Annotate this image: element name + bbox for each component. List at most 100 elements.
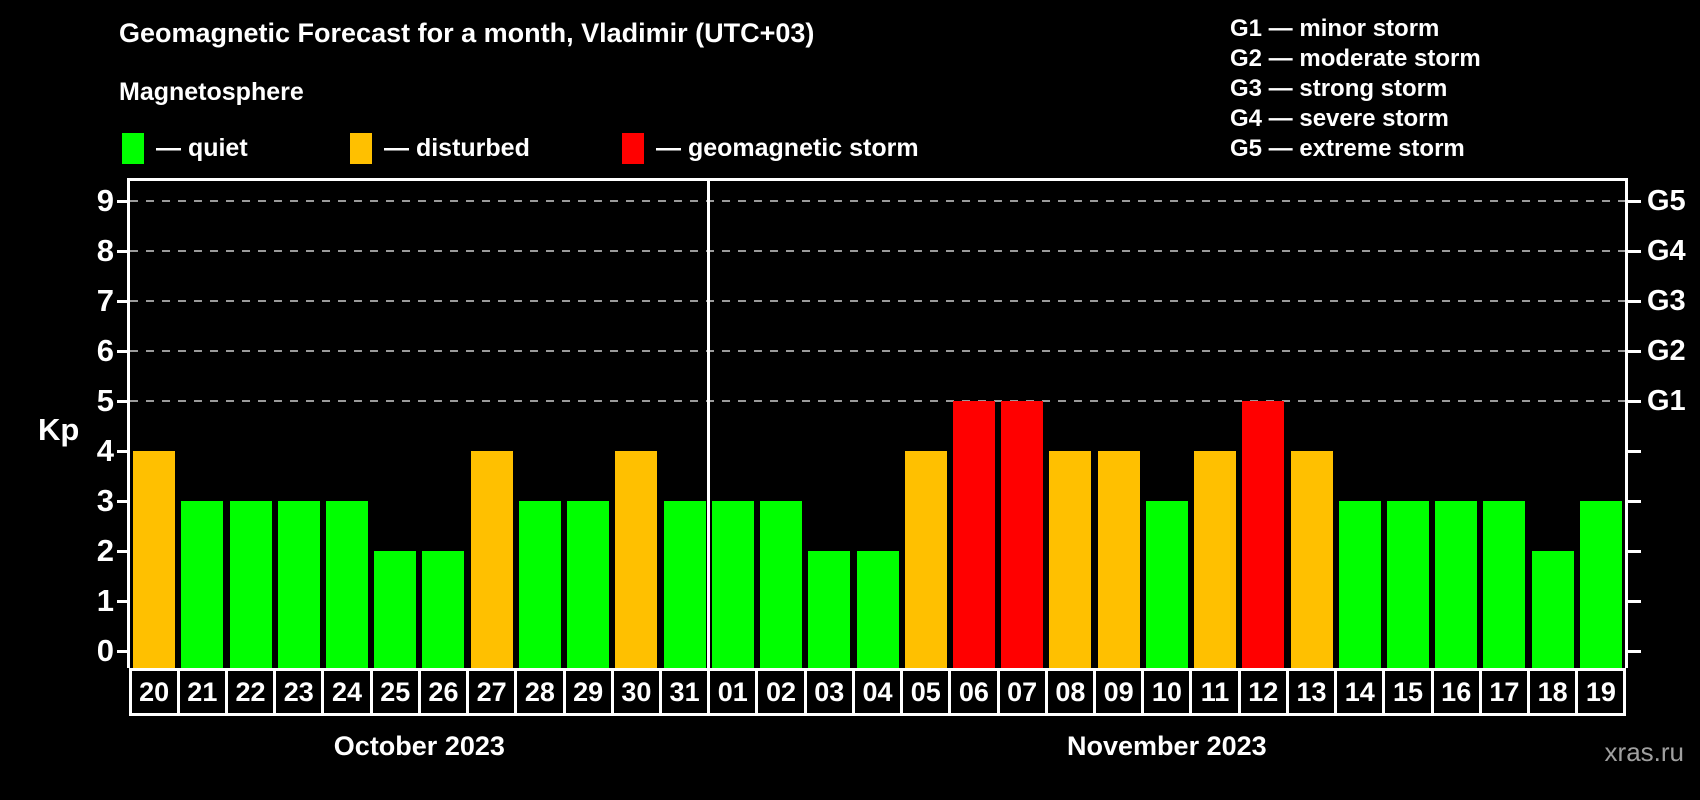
day-label-cell: 25 xyxy=(369,668,421,716)
kp-bar xyxy=(133,451,176,668)
magnetosphere-label: Magnetosphere xyxy=(119,78,304,106)
g-legend-line: G4 — severe storm xyxy=(1230,105,1449,132)
kp-bar xyxy=(326,501,369,668)
kp-bar xyxy=(1338,501,1381,668)
kp-bar xyxy=(1435,501,1478,668)
y-axis-tick xyxy=(117,299,130,303)
day-label-cell: 07 xyxy=(996,668,1048,716)
day-label-cell: 03 xyxy=(803,668,855,716)
g-axis-tick xyxy=(1628,199,1641,203)
day-label-cell: 02 xyxy=(755,668,807,716)
g-axis-label: G2 xyxy=(1647,335,1686,367)
kp-bar xyxy=(470,451,513,668)
g-axis-label: G1 xyxy=(1647,385,1686,417)
legend-item: — quiet xyxy=(122,130,248,166)
kp-bar xyxy=(567,501,610,668)
kp-bar xyxy=(1145,501,1188,668)
g-axis-tick xyxy=(1628,349,1641,353)
g-axis-tick xyxy=(1628,599,1641,603)
chart-title: Geomagnetic Forecast for a month, Vladim… xyxy=(119,18,815,48)
kp-bar xyxy=(904,451,947,668)
day-label-cell: 29 xyxy=(562,668,614,716)
kp-bar xyxy=(663,501,706,668)
y-axis-label: 1 xyxy=(96,583,114,618)
month-separator xyxy=(707,181,711,668)
legend-label: — geomagnetic storm xyxy=(656,133,919,162)
y-axis-label: 9 xyxy=(96,183,114,218)
kp-bar xyxy=(760,501,803,668)
g-axis-tick xyxy=(1628,649,1641,653)
kp-bar xyxy=(181,501,224,668)
status-legend: — quiet — disturbed — geomagnetic storm xyxy=(0,130,1100,166)
kp-bar xyxy=(518,501,561,668)
xras-watermark: xras.ru xyxy=(1604,737,1684,767)
day-label-cell: 17 xyxy=(1478,668,1531,716)
day-label-cell: 28 xyxy=(514,668,566,716)
kp-bar xyxy=(1001,401,1044,668)
day-label-cell: 15 xyxy=(1382,668,1434,716)
day-label-cell: 31 xyxy=(658,668,711,716)
day-label-cell: 16 xyxy=(1430,668,1482,716)
kp-bar xyxy=(374,551,417,668)
kp-bar xyxy=(1242,401,1285,668)
kp-bar xyxy=(615,451,658,668)
g-axis-tick xyxy=(1628,449,1641,453)
g-axis-label: G3 xyxy=(1647,285,1686,317)
y-axis-tick xyxy=(117,399,130,403)
y-axis-title: Kp xyxy=(38,412,80,447)
day-label-cell: 09 xyxy=(1093,668,1145,716)
kp-bar xyxy=(277,501,320,668)
y-axis-tick xyxy=(117,549,130,553)
grid-line xyxy=(130,200,1625,202)
y-axis-tick xyxy=(117,199,130,203)
kp-bar xyxy=(1531,551,1574,668)
y-axis-tick xyxy=(117,249,130,253)
y-axis-tick xyxy=(117,449,130,453)
legend-label: — quiet xyxy=(156,133,248,162)
kp-bar xyxy=(711,501,754,668)
g-legend-line: G5 — extreme storm xyxy=(1230,135,1465,162)
disturbed-swatch xyxy=(350,132,372,164)
day-label-cell: 10 xyxy=(1141,668,1193,716)
g-legend-line: G1 — minor storm xyxy=(1230,15,1440,42)
y-axis-tick xyxy=(117,499,130,503)
plot-frame xyxy=(127,178,1628,668)
kp-bar xyxy=(1097,451,1140,668)
g-axis-label: G4 xyxy=(1647,235,1686,267)
storm-swatch xyxy=(622,132,644,164)
legend-item: — disturbed xyxy=(350,130,530,166)
y-axis-label: 8 xyxy=(96,233,114,268)
y-axis-label: 6 xyxy=(96,333,114,368)
kp-bar xyxy=(1386,501,1429,668)
day-label-cell: 05 xyxy=(900,668,952,716)
legend-label: — disturbed xyxy=(384,133,530,162)
day-label-cell: 20 xyxy=(128,668,180,716)
legend-item: — geomagnetic storm xyxy=(622,130,919,166)
g-axis-tick xyxy=(1628,549,1641,553)
y-axis-label: 3 xyxy=(96,483,114,518)
day-label-cell: 01 xyxy=(707,668,759,716)
day-label-cell: 12 xyxy=(1237,668,1289,716)
grid-line xyxy=(130,300,1625,302)
day-label-cell: 27 xyxy=(466,668,518,716)
g-legend-line: G3 — strong storm xyxy=(1230,75,1448,102)
kp-bar xyxy=(422,551,465,668)
day-label-cell: 04 xyxy=(851,668,904,716)
grid-line xyxy=(130,400,1625,402)
y-axis-tick xyxy=(117,649,130,653)
kp-bar xyxy=(1483,501,1526,668)
g-axis-tick xyxy=(1628,399,1641,403)
kp-bar xyxy=(1049,451,1092,668)
grid-line xyxy=(130,350,1625,352)
day-label-cell: 21 xyxy=(176,668,228,716)
day-label-cell: 22 xyxy=(224,668,277,716)
g-legend-line: G2 — moderate storm xyxy=(1230,45,1481,72)
y-axis-tick xyxy=(117,599,130,603)
g-scale-legend: G1 — minor storm G2 — moderate storm G3 — … xyxy=(1230,14,1481,164)
day-label-cell: 06 xyxy=(948,668,1000,716)
g-axis-tick xyxy=(1628,249,1641,253)
g-axis-tick xyxy=(1628,499,1641,503)
day-label-cell: 30 xyxy=(610,668,662,716)
kp-bar xyxy=(1579,501,1622,668)
